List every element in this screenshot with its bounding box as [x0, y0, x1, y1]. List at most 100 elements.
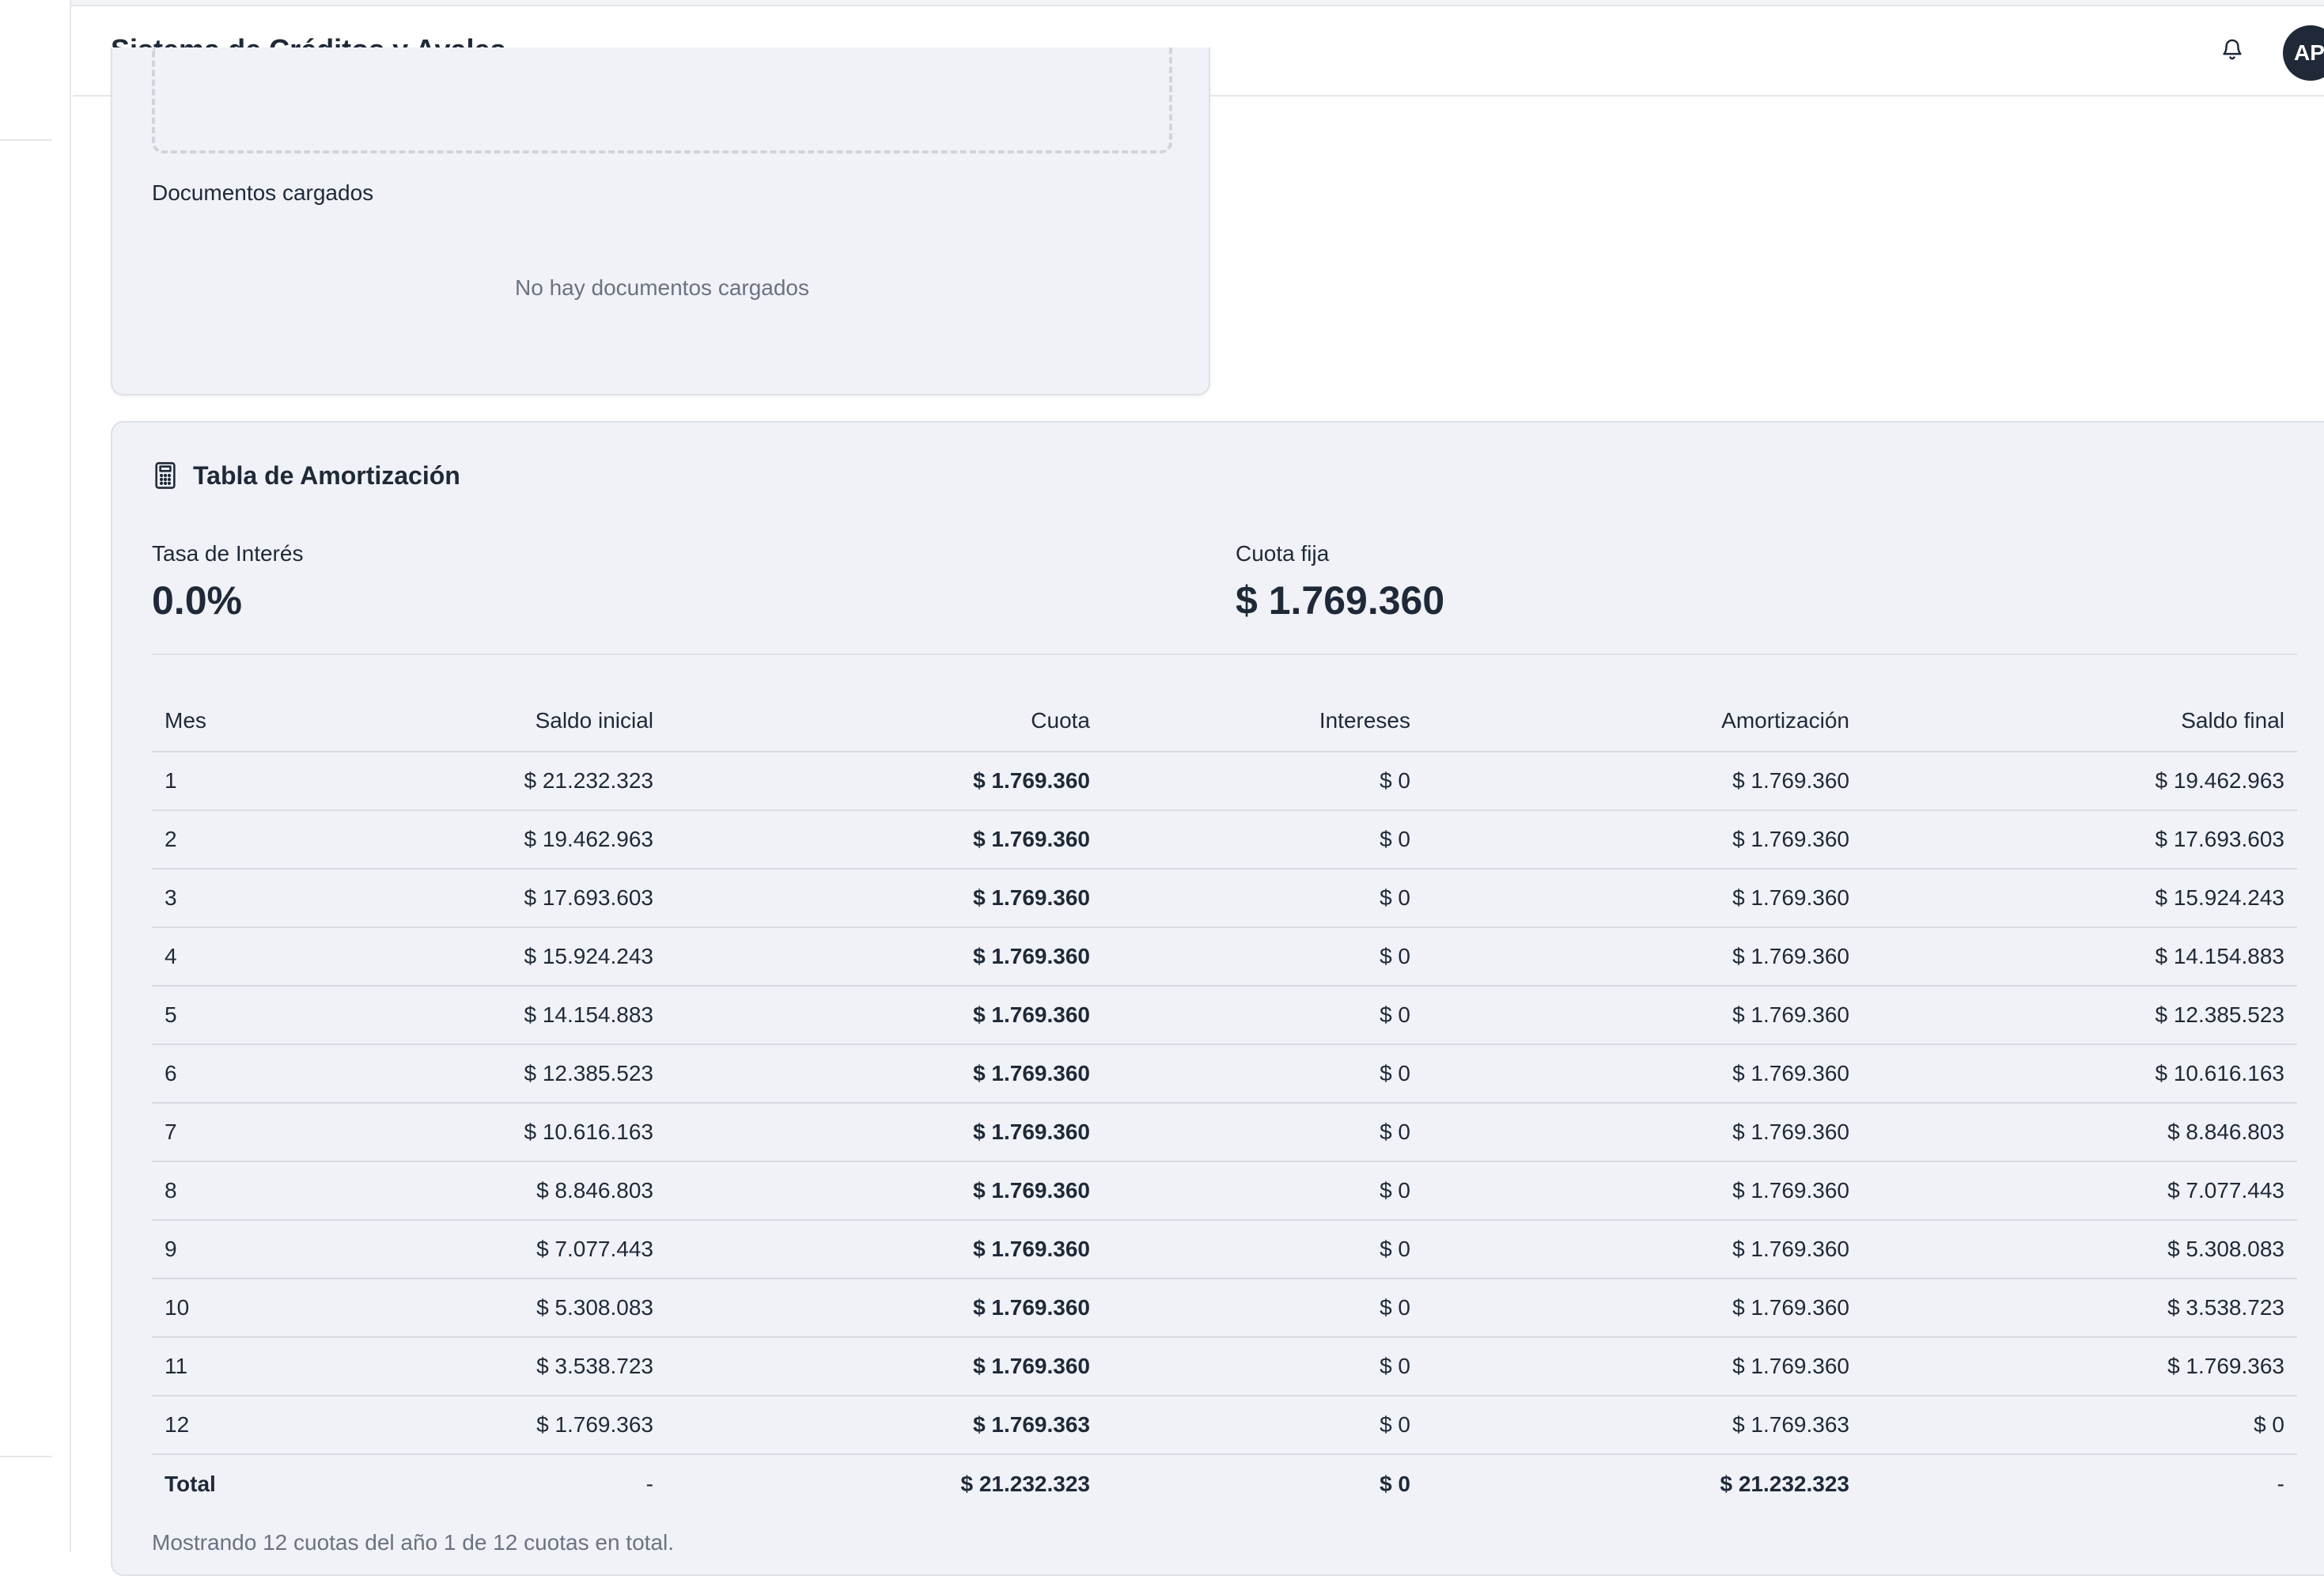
- table-cell: $ 1.769.360: [1423, 1161, 1862, 1221]
- table-row: 9 $ 7.077.443 $ 1.769.360 $ 0 $ 1.769.360 $ 5…: [152, 1220, 2297, 1279]
- notifications-button[interactable]: [2216, 33, 2248, 65]
- table-cell: $ 3.538.723: [1862, 1279, 2297, 1338]
- total-cell: -: [645, 1471, 653, 1496]
- interest-rate-value: 0.0%: [152, 578, 242, 623]
- table-cell: $ 1.769.360: [1423, 869, 1862, 928]
- column-header: Amortización: [1423, 690, 1862, 752]
- table-cell: $ 14.154.883: [1862, 927, 2297, 987]
- table-row: 5 $ 14.154.883 $ 1.769.360 $ 0 $ 1.769.360 $ …: [152, 986, 2297, 1045]
- table-cell: 12: [152, 1396, 310, 1455]
- table-header-row: Mes Saldo inicial Cuota Intereses Amorti…: [152, 690, 2297, 752]
- table-cell: $ 19.462.963: [1862, 752, 2297, 811]
- avatar-initials: AP: [2294, 40, 2324, 65]
- table-cell: $ 21.232.323: [310, 752, 666, 811]
- table-cell: $ 1.769.360: [1423, 752, 1862, 811]
- table-cell: $ 0: [1103, 1279, 1423, 1338]
- table-cell: $ 1.769.363: [666, 1396, 1103, 1455]
- table-cell: $ 1.769.360: [666, 927, 1103, 987]
- table-cell: 9: [152, 1220, 310, 1279]
- table-cell: $ 1.769.360: [1423, 1044, 1862, 1104]
- table-cell: $ 0: [1103, 1161, 1423, 1221]
- table-cell: $ 1.769.360: [666, 1044, 1103, 1104]
- column-header: Saldo inicial: [310, 690, 666, 752]
- amortization-table: Mes Saldo inicial Cuota Intereses Amorti…: [152, 690, 2297, 1513]
- table-cell: $ 1.769.360: [666, 1103, 1103, 1162]
- fixed-installment-label: Cuota fija: [1236, 541, 1330, 566]
- table-row: 8 $ 8.846.803 $ 1.769.360 $ 0 $ 1.769.360 $ 7…: [152, 1161, 2297, 1221]
- table-cell: $ 0: [1103, 810, 1423, 869]
- table-cell: 7: [152, 1103, 310, 1162]
- table-cell: $ 1.769.360: [666, 986, 1103, 1045]
- amortization-title: Tabla de Amortización: [193, 460, 460, 490]
- table-cell: $ 8.846.803: [1862, 1103, 2297, 1162]
- user-avatar[interactable]: AP: [2283, 25, 2324, 81]
- sidebar: [0, 0, 71, 1552]
- table-cell: $ 1.769.360: [1423, 986, 1862, 1045]
- table-cell: 6: [152, 1044, 310, 1104]
- table-cell: $ 1.769.360: [666, 1337, 1103, 1396]
- table-cell: $ 1.769.360: [1423, 927, 1862, 987]
- table-cell: $ 1.769.360: [1423, 1337, 1862, 1396]
- total-cell: $ 21.232.323: [960, 1471, 1091, 1496]
- calculator-icon: [155, 462, 176, 489]
- table-cell: $ 17.693.603: [310, 869, 666, 928]
- total-cell: $ 21.232.323: [1720, 1471, 1850, 1496]
- table-cell: $ 0: [1103, 1220, 1423, 1279]
- table-cell: 2: [152, 810, 310, 869]
- table-cell: $ 5.308.083: [310, 1279, 666, 1338]
- interest-rate-label: Tasa de Interés: [152, 541, 304, 566]
- table-row: 1 $ 21.232.323 $ 1.769.360 $ 0 $ 1.769.360 $ …: [152, 752, 2297, 811]
- table-row: 12 $ 1.769.363 $ 1.769.363 $ 0 $ 1.769.363 $ …: [152, 1396, 2297, 1455]
- fixed-installment-value: $ 1.769.360: [1236, 578, 1445, 623]
- table-cell: $ 14.154.883: [310, 986, 666, 1045]
- table-cell: $ 1.769.360: [666, 810, 1103, 869]
- sidebar-divider: [0, 139, 52, 141]
- documents-section-label: Documentos cargados: [152, 180, 374, 205]
- total-cell: $ 0: [1380, 1471, 1410, 1496]
- table-cell: 4: [152, 927, 310, 987]
- table-cell: $ 7.077.443: [310, 1220, 666, 1279]
- table-cell: $ 1.769.360: [666, 1279, 1103, 1338]
- table-cell: $ 0: [1862, 1396, 2297, 1455]
- table-cell: $ 15.924.243: [310, 927, 666, 987]
- table-cell: $ 1.769.360: [666, 1220, 1103, 1279]
- table-footnote: Mostrando 12 cuotas del año 1 de 12 cuot…: [152, 1530, 675, 1555]
- column-header: Mes: [152, 690, 310, 752]
- table-cell: $ 7.077.443: [1862, 1161, 2297, 1221]
- table-cell: 8: [152, 1161, 310, 1221]
- table-row: 4 $ 15.924.243 $ 1.769.360 $ 0 $ 1.769.360 $ …: [152, 927, 2297, 987]
- documents-empty-state: No hay documentos cargados: [515, 275, 809, 300]
- file-dropzone[interactable]: [152, 47, 1172, 153]
- table-cell: $ 1.769.360: [1423, 1220, 1862, 1279]
- table-cell: $ 10.616.163: [310, 1103, 666, 1162]
- table-cell: $ 0: [1103, 927, 1423, 987]
- table-cell: $ 1.769.363: [310, 1396, 666, 1455]
- table-cell: $ 0: [1103, 1337, 1423, 1396]
- table-cell: 3: [152, 869, 310, 928]
- bell-icon: [2223, 39, 2242, 60]
- table-row: 2 $ 19.462.963 $ 1.769.360 $ 0 $ 1.769.360 $ …: [152, 810, 2297, 869]
- table-cell: $ 0: [1103, 1044, 1423, 1104]
- table-cell: 10: [152, 1279, 310, 1338]
- column-header: Intereses: [1103, 690, 1423, 752]
- table-cell: $ 1.769.360: [1423, 1103, 1862, 1162]
- total-cell: -: [2277, 1471, 2284, 1496]
- column-header: Cuota: [666, 690, 1103, 752]
- documents-card: Documentos cargados No hay documentos ca…: [111, 47, 1210, 396]
- table-cell: $ 1.769.360: [666, 869, 1103, 928]
- table-cell: $ 0: [1103, 1103, 1423, 1162]
- table-row: 7 $ 10.616.163 $ 1.769.360 $ 0 $ 1.769.360 $ …: [152, 1103, 2297, 1162]
- table-cell: $ 0: [1103, 869, 1423, 928]
- amortization-card: Tabla de Amortización Tasa de Interés 0.…: [111, 421, 2324, 1576]
- table-cell: $ 12.385.523: [310, 1044, 666, 1104]
- table-row: 3 $ 17.693.603 $ 1.769.360 $ 0 $ 1.769.360 $ …: [152, 869, 2297, 928]
- table-cell: $ 0: [1103, 1396, 1423, 1455]
- table-cell: 5: [152, 986, 310, 1045]
- table-cell: $ 1.769.360: [1423, 810, 1862, 869]
- table-cell: $ 1.769.360: [666, 752, 1103, 811]
- metrics-divider: [152, 654, 2297, 655]
- table-cell: $ 1.769.363: [1862, 1337, 2297, 1396]
- table-cell: $ 0: [1103, 752, 1423, 811]
- table-cell: $ 17.693.603: [1862, 810, 2297, 869]
- table-cell: 1: [152, 752, 310, 811]
